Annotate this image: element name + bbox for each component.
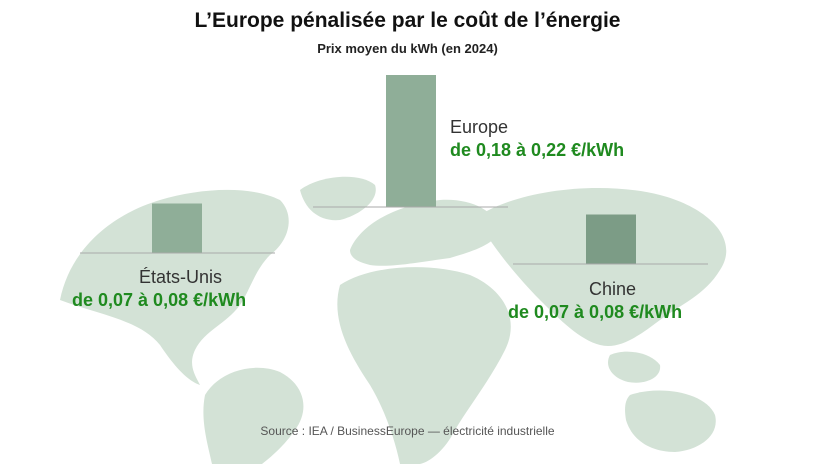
bar-europe — [386, 75, 436, 207]
label-china-range: de 0,07 à 0,08 €/kWh — [508, 302, 682, 323]
source-note: Source : IEA / BusinessEurope — électric… — [0, 424, 815, 438]
label-usa-name: États-Unis — [139, 267, 222, 288]
label-europe-range: de 0,18 à 0,22 €/kWh — [450, 140, 624, 161]
bar-usa — [152, 204, 202, 254]
label-usa-range: de 0,07 à 0,08 €/kWh — [72, 290, 246, 311]
label-china-name: Chine — [589, 279, 636, 300]
label-europe-name: Europe — [450, 117, 508, 138]
bar-china — [586, 215, 636, 265]
